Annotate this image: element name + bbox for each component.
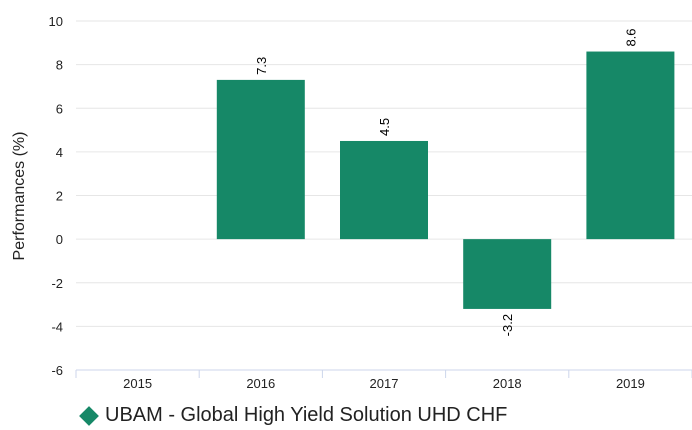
data-label: 8.6 xyxy=(623,28,638,46)
legend-diamond-icon xyxy=(79,405,99,426)
x-tick-label: 2017 xyxy=(370,376,399,391)
bar xyxy=(216,79,305,240)
y-tick-label: 8 xyxy=(56,58,63,73)
legend-label: UBAM - Global High Yield Solution UHD CH… xyxy=(105,404,508,426)
y-tick-label: -2 xyxy=(51,276,63,291)
bar xyxy=(340,140,428,240)
data-label: 4.5 xyxy=(377,118,392,136)
x-tick-label: 2019 xyxy=(616,376,645,391)
data-label: 7.3 xyxy=(254,57,269,75)
legend[interactable]: UBAM - Global High Yield Solution UHD CH… xyxy=(79,404,508,427)
bars xyxy=(216,51,675,309)
bar xyxy=(586,51,675,240)
y-tick-label: 10 xyxy=(49,14,63,29)
x-tick-label: 2018 xyxy=(493,376,522,391)
data-labels: 7.3 4.5 -3.2 8.6 xyxy=(254,28,639,336)
y-axis-ticks: -6 -4 -2 0 2 4 6 8 10 xyxy=(49,14,63,378)
data-label: -3.2 xyxy=(500,314,515,336)
y-tick-label: 6 xyxy=(56,101,63,116)
y-tick-label: 0 xyxy=(56,232,63,247)
y-axis-label: Performances (%) xyxy=(11,132,28,261)
bar-chart: -6 -4 -2 0 2 4 6 8 10 7.3 4.5 -3.2 8.6 2015 2016 2017… xyxy=(11,14,692,391)
y-tick-label: 4 xyxy=(56,145,63,160)
y-tick-label: -6 xyxy=(51,363,63,378)
y-tick-label: 2 xyxy=(56,189,63,204)
x-tick-label: 2015 xyxy=(123,376,152,391)
y-tick-label: -4 xyxy=(51,319,63,334)
x-axis-ticks: 2015 2016 2017 2018 2019 xyxy=(75,370,692,391)
bar xyxy=(463,239,552,309)
x-tick-label: 2016 xyxy=(246,376,275,391)
